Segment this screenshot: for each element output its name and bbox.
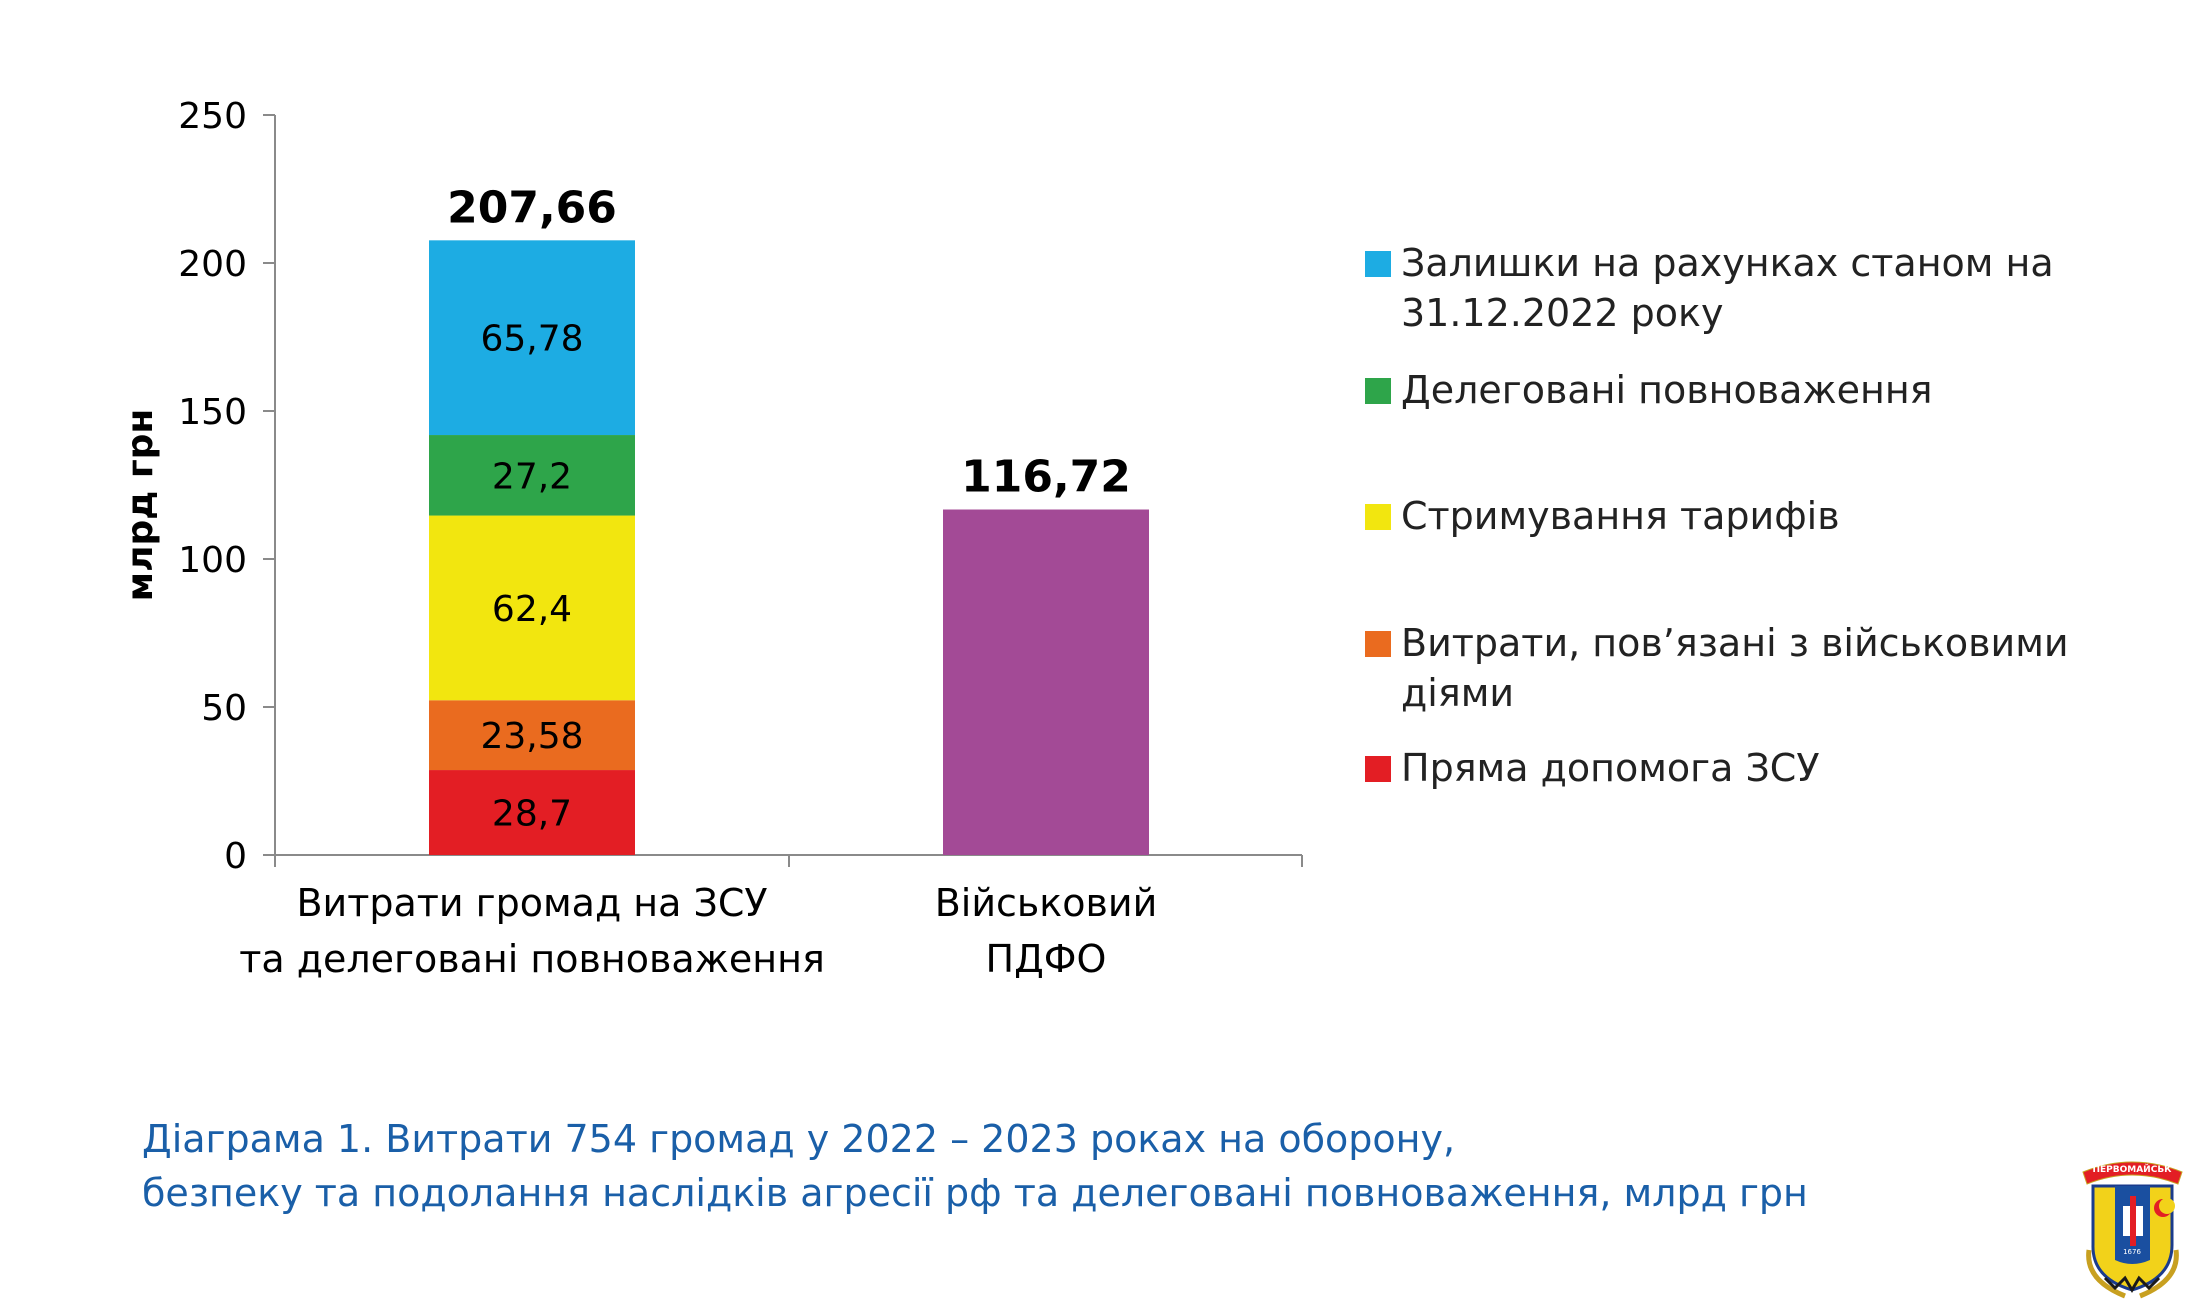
legend-label-line: Залишки на рахунках станом на bbox=[1401, 241, 2054, 285]
legend-swatch bbox=[1365, 378, 1391, 404]
legend-label: Делеговані повноваження bbox=[1401, 365, 2161, 415]
data-label: 65,78 bbox=[480, 319, 583, 360]
legend-item: Пряма допомога ЗСУ bbox=[1365, 743, 2161, 793]
legend-label-line: Стримування тарифів bbox=[1401, 494, 1840, 538]
legend-label: Залишки на рахунках станом на 31.12.2022 … bbox=[1401, 238, 2161, 338]
bar-segment bbox=[429, 700, 635, 771]
legend-label: Стримування тарифів bbox=[1401, 491, 2161, 541]
y-tick-label: 0 bbox=[224, 836, 247, 877]
city-coat-of-arms-icon: ПЕРВОМАЙСЬК 1676 bbox=[2082, 1161, 2183, 1299]
x-category-label: та делеговані повноваження bbox=[239, 937, 825, 981]
legend-label: Витрати, пов’язані з військовими діями bbox=[1401, 618, 2161, 718]
data-label: 62,4 bbox=[492, 589, 572, 630]
legend-label-line: Пряма допомога ЗСУ bbox=[1401, 746, 1820, 790]
legend-item: Делеговані повноваження bbox=[1365, 365, 2161, 415]
legend-label-line: діями bbox=[1401, 671, 1515, 715]
legend-swatch bbox=[1365, 631, 1391, 657]
legend-label-line: 31.12.2022 року bbox=[1401, 291, 1724, 335]
bar-segment bbox=[429, 770, 635, 855]
x-category-label: Військовий bbox=[935, 881, 1158, 925]
y-axis-label: млрд грн bbox=[120, 409, 161, 602]
y-tick-label: 150 bbox=[178, 392, 247, 433]
svg-text:1676: 1676 bbox=[2123, 1248, 2141, 1256]
legend-label-line: Делеговані повноваження bbox=[1401, 368, 1933, 412]
bar-segment bbox=[429, 515, 635, 701]
caption-line-2: безпеку та подолання наслідків агресії р… bbox=[142, 1171, 1808, 1215]
chart-labels: 28,7 23,58 62,4 27,2 65,78 207,66 116,72 Витрат… bbox=[239, 182, 1157, 981]
legend-swatch bbox=[1365, 504, 1391, 530]
y-tick-label: 100 bbox=[178, 540, 247, 581]
total-label: 207,66 bbox=[447, 182, 617, 233]
x-category-label: ПДФО bbox=[986, 937, 1107, 981]
legend-item: Стримування тарифів bbox=[1365, 491, 2161, 541]
y-tick-label: 250 bbox=[178, 96, 247, 137]
chart-caption: Діаграма 1. Витрати 754 громад у 2022 – … bbox=[142, 1112, 1808, 1220]
y-tick-label: 50 bbox=[201, 688, 247, 729]
legend-swatch bbox=[1365, 251, 1391, 277]
chart-axes: 0 50 100 150 200 250 млрд грн bbox=[120, 96, 1303, 877]
x-category-label: Витрати громад на ЗСУ bbox=[296, 881, 767, 925]
bar-segment bbox=[429, 240, 635, 436]
svg-text:ПЕРВОМАЙСЬК: ПЕРВОМАЙСЬК bbox=[2092, 1163, 2172, 1175]
legend-swatch bbox=[1365, 756, 1391, 782]
data-label: 23,58 bbox=[480, 716, 583, 757]
legend-item: Залишки на рахунках станом на 31.12.2022 … bbox=[1365, 238, 2161, 338]
bar-segment bbox=[943, 509, 1149, 855]
legend-label-line: Витрати, пов’язані з військовими bbox=[1401, 621, 2069, 665]
data-label: 28,7 bbox=[492, 794, 572, 835]
chart-bars bbox=[429, 240, 1149, 855]
data-label: 27,2 bbox=[492, 456, 572, 497]
caption-line-1: Діаграма 1. Витрати 754 громад у 2022 – … bbox=[142, 1117, 1456, 1161]
legend-item: Витрати, пов’язані з військовими діями bbox=[1365, 618, 2161, 718]
total-label: 116,72 bbox=[961, 452, 1131, 503]
stacked-bar-chart: 0 50 100 150 200 250 млрд грн 28,7 23,58 62,4 27,… bbox=[120, 96, 1303, 981]
bar-segment bbox=[429, 435, 635, 516]
y-tick-label: 200 bbox=[178, 244, 247, 285]
legend-label: Пряма допомога ЗСУ bbox=[1401, 743, 2161, 793]
